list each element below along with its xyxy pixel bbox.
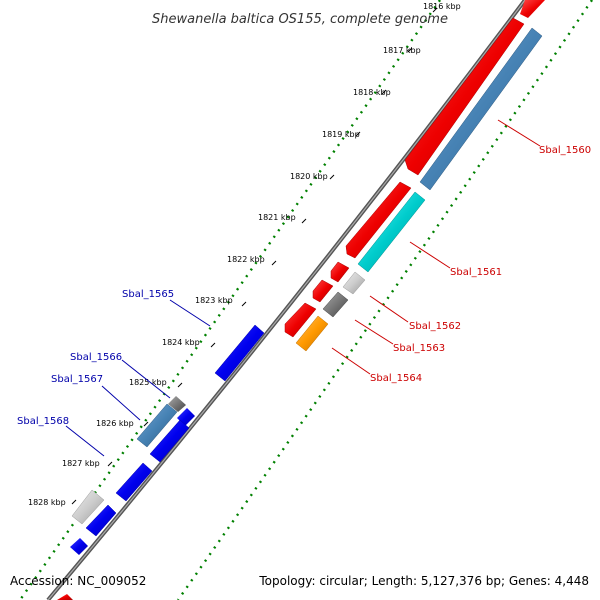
kbp-label-1823: 1823 kbp	[195, 296, 233, 305]
gene-reverse[interactable]	[70, 538, 88, 555]
kbp-label-1816: 1816 kbp	[423, 2, 461, 11]
gene-forward[interactable]	[312, 279, 334, 303]
genome-backbone	[46, 0, 527, 600]
gene-leader-lines	[65, 119, 541, 457]
gene-label-sbal-1560[interactable]: Sbal_1560	[539, 145, 591, 156]
gene-forward[interactable]	[57, 594, 73, 600]
gene-sbal-1568[interactable]	[71, 489, 105, 525]
gene-forward[interactable]	[284, 302, 317, 338]
forward-strand-genes	[57, 0, 545, 600]
kbp-label-1824: 1824 kbp	[162, 338, 200, 347]
kbp-label-1820: 1820 kbp	[290, 172, 328, 181]
gene-sbal-1563[interactable]	[322, 291, 349, 318]
kbp-label-1825: 1825 kbp	[129, 378, 167, 387]
gene-label-sbal-1563[interactable]: Sbal_1563	[393, 343, 445, 354]
gene-sbal-1564[interactable]	[295, 315, 329, 352]
kbp-tick-marks	[71, 7, 438, 505]
gene-forward[interactable]	[520, 0, 545, 18]
gene-reverse[interactable]	[149, 419, 190, 463]
reverse-strand-genes	[70, 324, 265, 555]
gene-sbal-1565[interactable]	[214, 324, 265, 382]
kbp-label-1817: 1817 kbp	[383, 46, 421, 55]
gene-label-sbal-1561[interactable]: Sbal_1561	[450, 267, 502, 278]
kbp-label-1827: 1827 kbp	[62, 459, 100, 468]
gene-reverse[interactable]	[85, 504, 117, 537]
kbp-label-1826: 1826 kbp	[96, 419, 134, 428]
gene-sbal-1567[interactable]	[136, 403, 178, 448]
kbp-label-1821: 1821 kbp	[258, 213, 296, 222]
kbp-label-1828: 1828 kbp	[28, 498, 66, 507]
genome-backbone-highlight	[47, 0, 526, 600]
kbp-label-1822: 1822 kbp	[227, 255, 265, 264]
outer-dotted-ring	[19, 0, 441, 600]
topology-text: Topology: circular; Length: 5,127,376 bp…	[258, 574, 589, 588]
kbp-labels: 1816 kbp 1817 kbp 1818 kbp 1819 kbp 1820…	[28, 2, 461, 507]
map-title: Shewanella baltica OS155, complete genom…	[152, 12, 448, 27]
gene-labels: Sbal_1560 Sbal_1561 Sbal_1562 Sbal_1563 …	[17, 145, 591, 427]
gene-forward[interactable]	[404, 17, 525, 176]
gene-label-sbal-1566[interactable]: Sbal_1566	[70, 352, 122, 363]
kbp-label-1819: 1819 kbp	[322, 130, 360, 139]
gene-label-sbal-1568[interactable]: Sbal_1568	[17, 416, 69, 427]
gene-label-sbal-1562[interactable]: Sbal_1562	[409, 321, 461, 332]
gene-forward[interactable]	[345, 181, 412, 259]
gene-sbal-1560[interactable]	[419, 27, 543, 191]
gene-forward[interactable]	[330, 261, 350, 283]
gene-label-sbal-1567[interactable]: Sbal_1567	[51, 374, 103, 385]
accession-text: Accession: NC_009052	[10, 574, 146, 588]
forward-inner-genes	[295, 27, 543, 352]
gene-sbal-1566[interactable]	[168, 396, 186, 412]
kbp-label-1818: 1818 kbp	[353, 88, 391, 97]
gene-label-sbal-1564[interactable]: Sbal_1564	[370, 373, 422, 384]
gene-sbal-1562[interactable]	[342, 271, 366, 295]
gene-reverse[interactable]	[115, 462, 153, 502]
gene-sbal-1561[interactable]	[357, 191, 426, 273]
gene-label-sbal-1565[interactable]: Sbal_1565	[122, 289, 174, 300]
